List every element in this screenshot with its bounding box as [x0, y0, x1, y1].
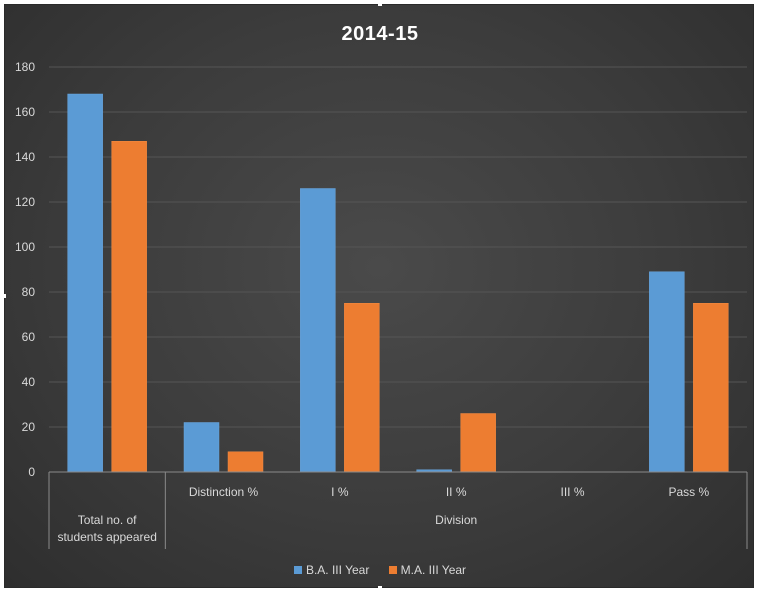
bars — [67, 93, 729, 473]
resize-handle-left[interactable] — [2, 294, 6, 298]
x-tick-label: I % — [331, 485, 349, 499]
legend-item-ba: B.A. III Year — [293, 563, 370, 577]
y-tick-label: 0 — [28, 465, 35, 479]
bar-ba — [300, 188, 336, 473]
bar-ma — [460, 413, 496, 473]
legend-swatch-ba — [293, 566, 302, 574]
x-tick-label: Distinction % — [189, 485, 259, 499]
bar-ba — [649, 271, 685, 473]
bar-ma — [693, 303, 729, 473]
group-label: Total no. of — [78, 513, 137, 527]
gridlines — [49, 66, 747, 428]
group-label: Division — [435, 513, 477, 527]
x-tick-label: Pass % — [668, 485, 709, 499]
y-tick-label: 20 — [22, 420, 36, 434]
plot-area: 0 20 40 60 80 100 120 140 160 180 Distinction % I %… — [15, 60, 748, 549]
axes: 0 20 40 60 80 100 120 140 160 180 Distinction % I %… — [15, 60, 748, 549]
x-tick-label: II % — [446, 485, 467, 499]
legend-swatch-ma — [388, 566, 397, 574]
resize-handle-bottom[interactable] — [378, 586, 382, 590]
resize-handle-top[interactable] — [378, 2, 382, 6]
bar-ma — [344, 303, 380, 473]
y-tick-label: 60 — [22, 330, 36, 344]
y-tick-label: 160 — [15, 105, 35, 119]
legend-item-ma: M.A. III Year — [388, 563, 467, 577]
group-label: students appeared — [57, 530, 156, 544]
bar-ba — [67, 93, 103, 473]
y-tick-label: 140 — [15, 150, 35, 164]
bar-ba — [183, 422, 220, 473]
y-tick-label: 80 — [22, 285, 36, 299]
y-tick-label: 40 — [22, 375, 36, 389]
y-tick-label: 180 — [15, 60, 35, 74]
chart-area: 2014-15 0 20 40 60 80 100 120 140 160 180 Distinct… — [4, 4, 754, 588]
legend: B.A. III Year M.A. III Year — [5, 563, 755, 577]
y-tick-label: 100 — [15, 240, 35, 254]
chart-title: 2014-15 — [341, 23, 419, 45]
bar-ma — [111, 141, 147, 473]
bar-ma — [227, 451, 264, 473]
legend-label-ba: B.A. III Year — [305, 563, 370, 577]
y-tick-label: 120 — [15, 195, 35, 209]
legend-label-ma: M.A. III Year — [400, 563, 467, 577]
x-tick-label: III % — [560, 485, 584, 499]
